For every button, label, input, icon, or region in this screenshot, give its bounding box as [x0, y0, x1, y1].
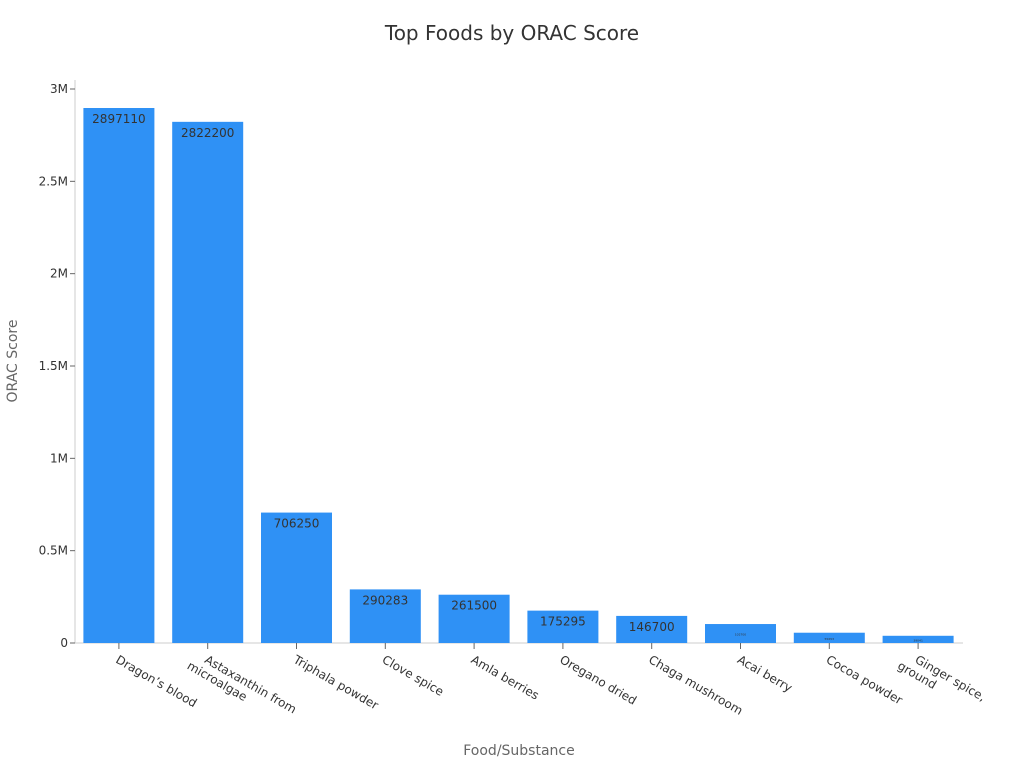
x-tick-label: Chaga mushroom — [646, 652, 745, 717]
bar — [261, 512, 332, 643]
data-label: 55653 — [825, 637, 835, 641]
x-tick-label: Oregano dried — [557, 652, 639, 707]
y-tick-label: 2M — [50, 267, 68, 281]
bar — [438, 594, 510, 643]
x-tick-label: Amla berries — [469, 652, 542, 702]
bar — [172, 121, 244, 643]
bar — [793, 632, 865, 643]
x-axis-label: Food/Substance — [463, 743, 574, 759]
data-label: 39041 — [913, 638, 923, 642]
data-label: 290283 — [362, 593, 408, 607]
x-tick-label: Ginger spice,ground — [895, 646, 988, 716]
y-axis-label: ORAC Score — [5, 320, 21, 403]
y-tick-label: 0.5M — [39, 544, 68, 558]
bar — [705, 624, 776, 643]
y-tick-label: 1.5M — [39, 359, 68, 373]
bar — [616, 615, 688, 643]
y-tick-label: 1M — [50, 451, 68, 465]
y-tick-label: 0 — [60, 636, 68, 650]
y-tick-label: 3M — [50, 82, 68, 96]
chart-title: Top Foods by ORAC Score — [384, 21, 639, 45]
x-tick-label: Cocoa powder — [824, 652, 905, 707]
x-tick-label: Astaxanthin frommicroalgae — [185, 646, 299, 728]
data-label: 261500 — [451, 599, 497, 613]
data-label: 2897110 — [92, 112, 145, 126]
x-tick-label: Triphala powder — [290, 652, 381, 712]
data-label: 175295 — [540, 615, 586, 629]
bar — [83, 108, 155, 643]
data-label: 2822200 — [181, 126, 234, 140]
bar — [527, 610, 599, 643]
bar — [882, 635, 954, 643]
x-tick-label: Clove spice — [380, 652, 446, 698]
data-label: 706250 — [274, 517, 320, 531]
bar — [349, 589, 421, 643]
data-label: 146700 — [629, 620, 675, 634]
x-tick-label: Dragon’s blood — [113, 652, 199, 710]
x-tick-label: Acai berry — [735, 652, 795, 695]
data-label: 102700 — [735, 633, 747, 637]
y-tick-label: 2.5M — [39, 174, 68, 188]
